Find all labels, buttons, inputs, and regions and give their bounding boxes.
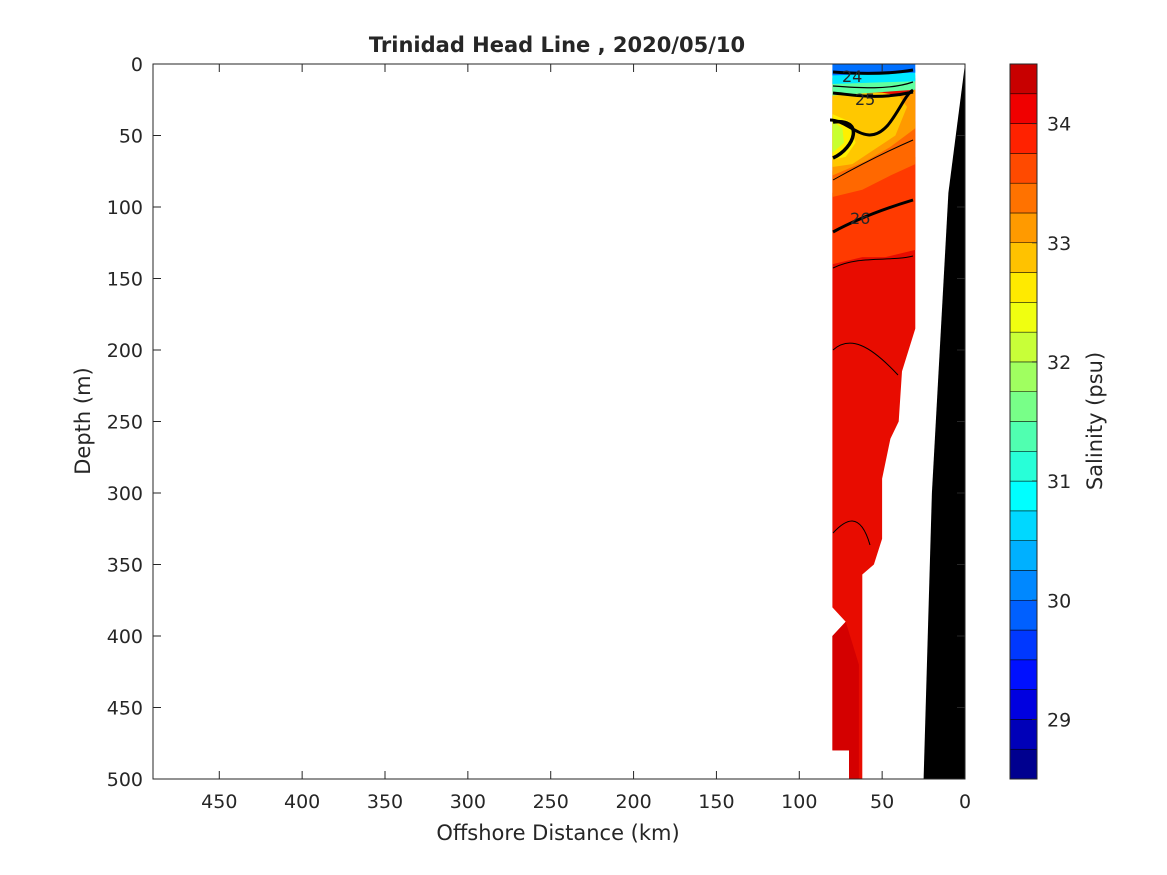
colorbar-ticks: 29 30 31 32 33 34 <box>1032 114 1071 731</box>
x-tick-label: 350 <box>367 791 403 813</box>
plot-area <box>153 64 965 779</box>
density-contour-line <box>832 81 914 89</box>
colorbar-tick-label: 31 <box>1047 471 1071 493</box>
density-contour-26 <box>832 198 914 234</box>
density-contour-line <box>832 90 914 98</box>
contour-label-26: 26 <box>850 209 870 228</box>
colorbar-tick-label: 30 <box>1047 590 1071 612</box>
colorbar-tick-label: 29 <box>1047 709 1071 731</box>
salinity-region-1 <box>832 621 859 779</box>
colorbar-segment <box>1009 93 1038 124</box>
colorbar-frame <box>1009 63 1038 780</box>
density-contour-line <box>832 120 855 160</box>
colorbar-segment <box>1009 182 1038 214</box>
y-axis-label: Depth (m) <box>71 367 95 474</box>
colorbar-segment <box>1009 272 1038 303</box>
salinity-region-2 <box>832 156 916 265</box>
x-tick-label: 250 <box>533 791 569 813</box>
x-tick-label: 150 <box>698 791 734 813</box>
colorbar-segment <box>1009 361 1038 392</box>
salinity-region-7 <box>832 121 844 153</box>
x-tick-label: 100 <box>781 791 817 813</box>
colorbar-segment <box>1009 421 1038 452</box>
colorbar-segment <box>1009 719 1038 750</box>
x-axis-label: Offshore Distance (km) <box>436 821 679 845</box>
density-contour-25 <box>829 88 914 137</box>
colorbar-segment <box>1009 123 1038 154</box>
colorbar-tick-label: 34 <box>1047 114 1071 136</box>
bathymetry-seafloor <box>923 64 965 779</box>
x-tick-label: 450 <box>201 791 237 813</box>
colorbar <box>1009 63 1038 780</box>
y-tick-label: 0 <box>131 54 143 76</box>
colorbar-segment <box>1009 331 1038 363</box>
colorbar-segment <box>1009 629 1038 661</box>
y-tick-label: 400 <box>107 626 143 648</box>
density-contour-line <box>832 139 914 181</box>
colorbar-segment <box>1009 510 1038 541</box>
y-tick-label: 150 <box>107 269 143 291</box>
y-tick-label: 350 <box>107 555 143 577</box>
density-contour-24 <box>832 68 914 75</box>
x-tick-label: 300 <box>450 791 486 813</box>
colorbar-segment <box>1009 63 1038 95</box>
colorbar-tick-label: 32 <box>1047 352 1071 374</box>
density-contour-labels: 24 25 26 <box>842 67 875 228</box>
colorbar-segment <box>1009 600 1038 631</box>
density-contour-line <box>832 255 914 269</box>
y-tick-label: 200 <box>107 340 143 362</box>
x-tick-label: 50 <box>870 791 894 813</box>
x-axis-ticks: 450 400 350 300 250 200 150 100 50 0 <box>201 64 971 813</box>
colorbar-segment <box>1009 540 1038 571</box>
x-tick-label: 400 <box>284 791 320 813</box>
colorbar-label: Salinity (psu) <box>1083 352 1107 490</box>
contour-fill-layer <box>832 64 965 779</box>
colorbar-segment <box>1009 153 1038 184</box>
y-tick-label: 300 <box>107 483 143 505</box>
contour-label-25: 25 <box>855 90 875 109</box>
colorbar-segment <box>1009 391 1038 422</box>
y-tick-label: 250 <box>107 412 143 434</box>
colorbar-segment <box>1009 302 1038 333</box>
colorbar-segment <box>1009 748 1038 780</box>
y-tick-label: 100 <box>107 197 143 219</box>
colorbar-segment <box>1009 570 1038 601</box>
colorbar-segment <box>1009 451 1038 482</box>
chart-title: Trinidad Head Line , 2020/05/10 <box>369 33 745 57</box>
colorbar-segment <box>1009 689 1038 720</box>
density-contour-line <box>832 520 871 546</box>
x-tick-label: 200 <box>615 791 651 813</box>
colorbar-segment <box>1009 480 1038 512</box>
y-tick-label: 450 <box>107 698 143 720</box>
colorbar-segment <box>1009 659 1038 690</box>
density-contour-line <box>832 342 899 376</box>
colorbar-segment <box>1009 242 1038 273</box>
y-tick-label: 50 <box>119 126 143 148</box>
colorbar-segment <box>1009 212 1038 243</box>
contour-label-24: 24 <box>842 67 862 86</box>
y-axis-ticks: 0 50 100 150 200 250 300 350 400 450 500 <box>107 54 965 791</box>
y-tick-label: 500 <box>107 769 143 791</box>
x-tick-label: 0 <box>959 791 971 813</box>
density-contour-lines <box>829 68 914 546</box>
colorbar-tick-label: 33 <box>1047 233 1071 255</box>
plot-frame <box>152 63 966 780</box>
